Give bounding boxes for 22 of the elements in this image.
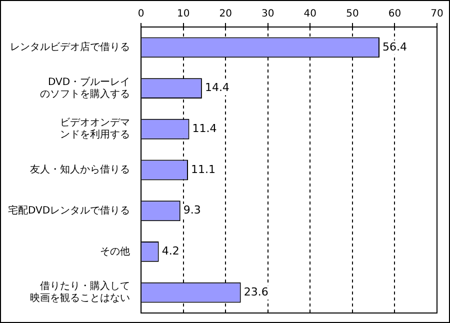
y-tick-label: レンタルビデオ店で借りる bbox=[10, 41, 130, 54]
data-label: 11.4 bbox=[192, 122, 217, 135]
x-tick-label: 20 bbox=[219, 8, 232, 20]
data-label: 9.3 bbox=[183, 204, 201, 217]
y-tick-label: 借りたり・購入して映画を観ることはない bbox=[30, 280, 130, 304]
x-tick-label: 30 bbox=[262, 8, 274, 20]
data-label: 14.4 bbox=[204, 81, 230, 94]
data-label: 23.6 bbox=[244, 285, 268, 298]
data-label: 11.1 bbox=[190, 162, 216, 176]
y-tick-label: ビデオオンデマンドを利用する bbox=[60, 118, 130, 141]
x-tick-label: 0 bbox=[138, 8, 144, 20]
data-label: 4.2 bbox=[162, 244, 180, 258]
data-label: 56.4 bbox=[382, 40, 408, 54]
x-tick-label: 60 bbox=[388, 8, 402, 20]
y-tick-label: DVD・ブルーレイのソフトを購入する bbox=[40, 76, 130, 100]
x-tick-label: 40 bbox=[304, 8, 317, 20]
y-tick-label: 友人・知人から借りる bbox=[30, 164, 130, 176]
x-tick-label: 70 bbox=[430, 8, 444, 20]
x-tick-label: 10 bbox=[176, 8, 190, 20]
x-tick-label: 50 bbox=[346, 8, 359, 20]
y-tick-label: 宅配DVDレンタルで借りる bbox=[8, 204, 130, 216]
y-tick-label: その他 bbox=[100, 245, 130, 258]
